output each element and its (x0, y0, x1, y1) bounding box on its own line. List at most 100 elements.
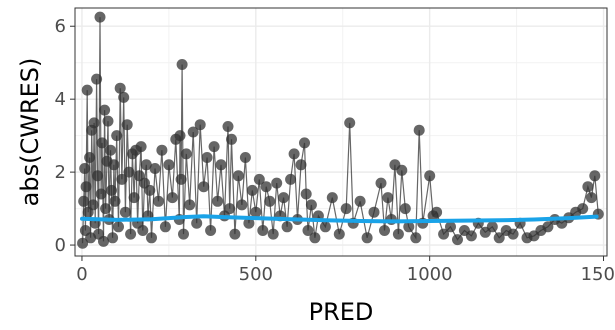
data-point (208, 141, 220, 153)
data-point (229, 228, 241, 240)
x-tick-label: 500 (239, 264, 273, 285)
data-point (215, 159, 227, 171)
data-point (109, 195, 121, 207)
data-point (326, 192, 338, 204)
data-point (582, 181, 594, 193)
data-series (77, 11, 604, 249)
data-point (88, 117, 100, 129)
data-point (113, 221, 124, 233)
data-point (201, 152, 213, 163)
x-tick-label: 0 (76, 264, 87, 285)
y-tick-label: 0 (55, 235, 66, 256)
data-point (267, 228, 279, 240)
data-point (295, 159, 307, 171)
data-point (333, 228, 345, 240)
data-point (91, 73, 103, 85)
data-point (396, 164, 408, 176)
y-tick-label: 2 (55, 162, 66, 183)
data-point (78, 195, 90, 207)
data-point (118, 91, 130, 103)
data-point (379, 225, 390, 236)
data-point (128, 192, 140, 204)
data-point (174, 130, 186, 142)
data-point (99, 104, 111, 116)
data-point (146, 232, 157, 244)
data-point (493, 232, 505, 244)
data-point (140, 159, 152, 171)
data-point (260, 181, 272, 193)
data-point (79, 163, 91, 174)
data-point (253, 173, 265, 185)
data-point (180, 148, 192, 160)
data-point (144, 184, 156, 196)
data-point (486, 221, 498, 233)
data-point (465, 230, 477, 242)
data-point (205, 225, 217, 236)
data-point (305, 199, 317, 211)
data-point (95, 188, 107, 200)
data-point (278, 192, 290, 204)
data-point (413, 124, 425, 136)
data-point (92, 170, 104, 182)
data-point (159, 221, 171, 233)
y-axis-ticks: 0 2 4 6 (55, 16, 75, 256)
data-point (184, 199, 196, 211)
data-point (77, 237, 89, 249)
data-point (226, 133, 237, 145)
data-point (111, 130, 123, 142)
data-point (281, 221, 293, 233)
data-point (271, 177, 283, 189)
data-point (309, 232, 321, 244)
data-point (257, 225, 269, 236)
data-point (135, 141, 147, 153)
y-axis-title: abs(CWRES) (16, 58, 44, 207)
data-point (243, 217, 255, 229)
data-point (178, 228, 189, 240)
data-point (191, 217, 203, 229)
data-point (163, 159, 175, 171)
data-point (285, 173, 297, 185)
data-point (187, 126, 199, 138)
data-point (239, 152, 251, 163)
data-point (194, 119, 206, 131)
data-point (354, 195, 366, 207)
data-point (264, 195, 276, 207)
smooth-line (80, 214, 599, 224)
data-point (222, 121, 234, 132)
data-point (344, 117, 356, 129)
data-point (166, 192, 178, 204)
data-point (507, 228, 519, 240)
data-point (80, 181, 92, 193)
data-point (176, 59, 188, 70)
y-tick-label: 4 (55, 89, 66, 110)
data-point (100, 203, 112, 215)
data-point (399, 203, 411, 215)
data-point (577, 203, 589, 215)
data-point (137, 225, 149, 236)
data-point (106, 184, 117, 196)
data-point (589, 170, 601, 182)
data-point (116, 173, 128, 185)
data-point (445, 221, 456, 233)
y-tick-label: 6 (55, 16, 66, 37)
data-point (319, 221, 331, 233)
data-point (123, 166, 135, 178)
data-point (375, 177, 387, 189)
data-point (300, 188, 312, 200)
data-point (361, 232, 373, 244)
x-axis-title: PRED (309, 298, 374, 326)
data-point (94, 11, 106, 23)
data-point (87, 199, 99, 211)
data-point (108, 159, 120, 171)
data-point (107, 232, 119, 244)
smooth-line-series (80, 214, 599, 224)
data-point (392, 228, 404, 240)
data-point (542, 221, 554, 233)
data-point (232, 170, 244, 182)
data-point (382, 192, 394, 204)
data-point (102, 115, 114, 127)
data-point (236, 199, 248, 211)
